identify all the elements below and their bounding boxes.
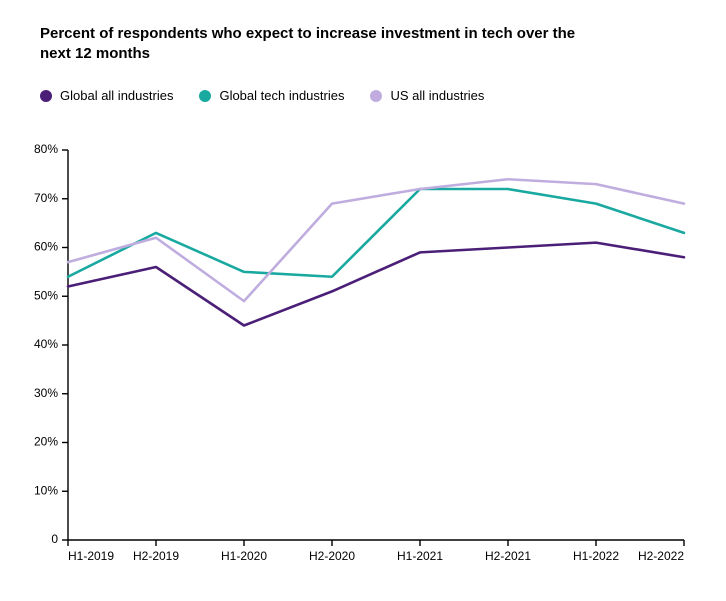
y-tick-label: 20% — [34, 435, 58, 449]
x-tick-label: H2-2021 — [485, 549, 531, 563]
series-line-us_all — [68, 179, 684, 301]
y-tick-label: 0 — [51, 532, 58, 546]
x-tick-label: H1-2021 — [397, 549, 443, 563]
chart-title: Percent of respondents who expect to inc… — [40, 24, 600, 65]
chart-page: Percent of respondents who expect to inc… — [0, 0, 726, 601]
x-tick-label: H2-2019 — [133, 549, 179, 563]
line-chart-svg: 0 10% 20% 30% 40% 50% 60% 70% 80% H1-2019 H2-2019 H… — [18, 130, 708, 580]
y-tick-label: 60% — [34, 240, 58, 254]
legend-swatch — [370, 90, 382, 102]
legend-label: US all industries — [390, 88, 484, 103]
legend-item-global-tech: Global tech industries — [199, 88, 344, 103]
legend: Global all industries Global tech indust… — [40, 88, 484, 103]
legend-swatch — [199, 90, 211, 102]
y-tick-label: 40% — [34, 337, 58, 351]
x-tick-label: H2-2022 — [638, 549, 684, 563]
x-tick-label: H1-2022 — [573, 549, 619, 563]
legend-swatch — [40, 90, 52, 102]
x-tick-label: H1-2020 — [221, 549, 267, 563]
series-line-global_tech — [68, 189, 684, 277]
legend-item-global-all: Global all industries — [40, 88, 173, 103]
y-tick-label: 50% — [34, 288, 58, 302]
legend-label: Global tech industries — [219, 88, 344, 103]
y-tick-label: 70% — [34, 191, 58, 205]
x-tick-label: H2-2020 — [309, 549, 355, 563]
x-tick-label: H1-2019 — [68, 549, 114, 563]
y-tick-label: 80% — [34, 142, 58, 156]
y-tick-label: 30% — [34, 386, 58, 400]
series-line-global_all — [68, 243, 684, 326]
legend-label: Global all industries — [60, 88, 173, 103]
y-tick-label: 10% — [34, 483, 58, 497]
legend-item-us-all: US all industries — [370, 88, 484, 103]
chart-area: 0 10% 20% 30% 40% 50% 60% 70% 80% H1-2019 H2-2019 H… — [18, 130, 708, 580]
